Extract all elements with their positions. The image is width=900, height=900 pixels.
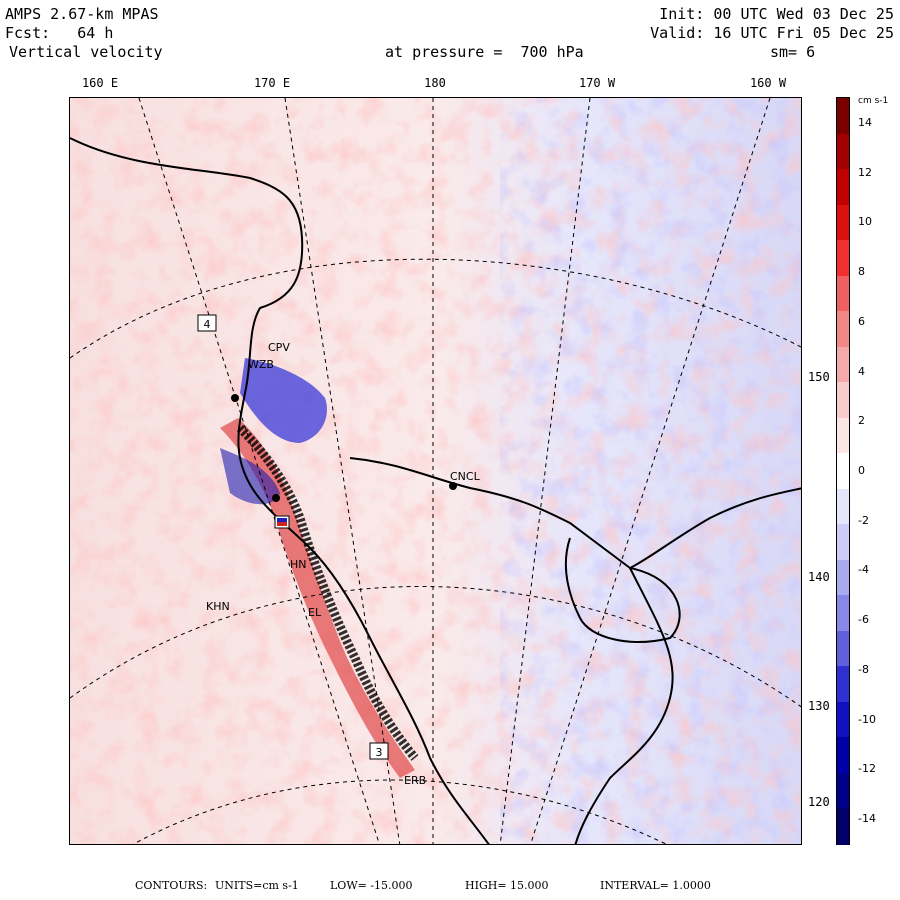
coastline-west <box>70 137 490 844</box>
contour-interval: INTERVAL= 1.0000 <box>600 879 711 892</box>
colorbar-segment <box>837 772 849 810</box>
marker-flag-blue <box>277 518 287 522</box>
init-time: Init: 00 UTC Wed 03 Dec 25 <box>659 5 894 23</box>
colorbar-tick-label: 6 <box>858 314 865 328</box>
colorbar-tick-label: 12 <box>858 165 872 179</box>
marker-box-4 <box>197 314 217 332</box>
contour-high: HIGH= 15.000 <box>465 879 549 892</box>
station-cncl: CNCL <box>450 470 480 483</box>
colorbar-tick-label: -4 <box>858 563 869 577</box>
colorbar-segment <box>837 382 849 419</box>
colorbar-segment <box>837 169 849 206</box>
colorbar-segment <box>837 595 849 632</box>
field-name: Vertical velocity <box>9 43 163 61</box>
colorbar-segment <box>837 524 849 561</box>
marker-label-3: 3 <box>376 746 383 759</box>
colorbar-units: cm s-1 <box>858 96 889 106</box>
station-el: EL <box>308 606 322 619</box>
vertical-velocity-map: 4 3 <box>70 98 801 844</box>
colorbar-segment <box>837 98 849 135</box>
station-khn: KHN <box>206 600 230 613</box>
station-dot-cncl <box>449 482 457 490</box>
lat-label-140w: 140 W <box>808 570 845 584</box>
strong-subsidence-area <box>240 358 328 443</box>
colorbar-tick-label: -2 <box>858 513 869 527</box>
downward-motion-field <box>500 98 801 844</box>
colorbar-segment <box>837 808 849 845</box>
colorbar-tick-label: -6 <box>858 613 869 627</box>
strong-uplift-band <box>220 418 415 778</box>
marker-flag-red <box>277 522 287 526</box>
colorbar-tick-label: 8 <box>858 265 865 279</box>
lat-label-130w: 130 W <box>808 699 845 713</box>
map-panel: 4 3 CPV WZB CNCL HN KHN EL ERB <box>69 97 802 845</box>
colorbar-segment <box>837 204 849 242</box>
fcst-label: Fcst: <box>5 24 51 42</box>
lon-label-160e: 160 E <box>81 76 119 90</box>
graticule <box>70 98 801 844</box>
colorbar-segment <box>837 311 849 348</box>
station-cpv: CPV <box>268 341 290 354</box>
colorbar-segment <box>837 737 849 774</box>
coastline-east <box>574 567 674 844</box>
colorbar-segment <box>837 275 849 313</box>
station-dot-hn <box>272 494 280 502</box>
ice-shelf-front <box>349 457 801 570</box>
colorbar-tick-label: 4 <box>858 364 865 378</box>
station-dot-cpv <box>231 394 239 402</box>
colorbar-tick-label: -10 <box>858 712 876 726</box>
colorbar-tick-label: 14 <box>858 115 872 129</box>
colorbar-tick-label: 2 <box>858 414 865 428</box>
lon-label-170w: 170 W <box>578 76 616 90</box>
colorbar-segment <box>837 701 849 739</box>
valid-time: Valid: 16 UTC Fri 05 Dec 25 <box>650 24 894 42</box>
contours-label: CONTOURS: <box>135 879 208 892</box>
colorbar-tick-label: -8 <box>858 662 869 676</box>
lat-label-120w: 120 W <box>808 795 845 809</box>
colorbar-segment <box>837 240 849 277</box>
lon-label-160w: 160 W <box>749 76 787 90</box>
station-erb: ERB <box>404 774 427 787</box>
forecast-label: Fcst: 64 h <box>5 23 113 43</box>
colorbar-tick-label: 10 <box>858 215 872 229</box>
marker-box-3 <box>369 742 389 760</box>
marker-label-4: 4 <box>204 318 211 331</box>
station-wzb: WZB <box>248 358 274 371</box>
ice-boundary <box>564 537 681 643</box>
pressure-level: at pressure = 700 hPa <box>385 43 584 61</box>
model-title: AMPS 2.67-km MPAS <box>5 5 159 23</box>
dense-contours <box>236 424 419 761</box>
lat-label-150w: 150 W <box>808 370 845 384</box>
colorbar-segment <box>837 630 849 668</box>
colorbar-segment <box>837 453 849 490</box>
station-hn: HN <box>290 558 307 571</box>
lon-label-170e: 170 E <box>253 76 291 90</box>
colorbar <box>836 97 850 845</box>
colorbar-segment <box>837 133 849 171</box>
fcst-value: 64 h <box>77 24 114 42</box>
colorbar-segment <box>837 559 849 597</box>
colorbar-segment <box>837 666 849 703</box>
colorbar-tick-label: -14 <box>858 812 876 826</box>
colorbar-tick-label: -12 <box>858 762 876 776</box>
contour-low: LOW= -15.000 <box>330 879 413 892</box>
colorbar-segment <box>837 417 849 455</box>
colorbar-segment <box>837 346 849 384</box>
colorbar-segment <box>837 488 849 526</box>
smoothing: sm= 6 <box>770 43 816 61</box>
contour-units: UNITS=cm s-1 <box>215 879 299 892</box>
colorbar-tick-label: 0 <box>858 464 865 477</box>
lon-label-180: 180 <box>424 76 446 90</box>
